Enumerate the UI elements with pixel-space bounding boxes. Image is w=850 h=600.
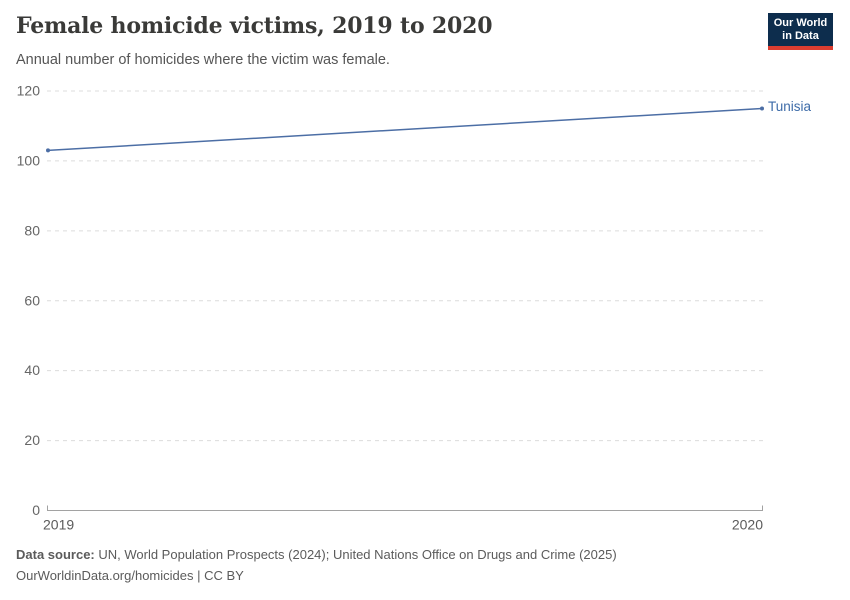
data-point-tunisia-2019[interactable] bbox=[46, 148, 50, 153]
chart-subtitle: Annual number of homicides where the vic… bbox=[16, 52, 390, 68]
owid-logo-line2: in Data bbox=[782, 29, 819, 42]
y-tick-label-80: 80 bbox=[24, 222, 40, 238]
data-source-label: Data source: bbox=[16, 547, 95, 562]
x-tick-label-2019: 2019 bbox=[43, 517, 74, 533]
data-point-tunisia-2020[interactable] bbox=[760, 106, 764, 111]
chart-title: Female homicide victims, 2019 to 2020 bbox=[16, 13, 493, 39]
y-tick-label-0: 0 bbox=[32, 502, 40, 518]
data-source-line: Data source: UN, World Population Prospe… bbox=[16, 547, 617, 562]
y-tick-label-120: 120 bbox=[17, 83, 41, 99]
license-line[interactable]: OurWorldinData.org/homicides | CC BY bbox=[16, 568, 244, 583]
x-tick-label-2020: 2020 bbox=[732, 517, 763, 533]
data-source-text: UN, World Population Prospects (2024); U… bbox=[94, 547, 617, 562]
owid-logo-line1: Our World bbox=[773, 16, 828, 29]
y-tick-label-60: 60 bbox=[24, 292, 40, 308]
y-tick-label-20: 20 bbox=[24, 432, 40, 448]
y-tick-label-40: 40 bbox=[24, 362, 40, 378]
y-tick-label-100: 100 bbox=[17, 152, 41, 168]
series-label-tunisia[interactable]: Tunisia bbox=[768, 99, 812, 115]
owid-logo[interactable]: Our World in Data bbox=[768, 13, 833, 50]
series-line-tunisia[interactable] bbox=[47, 107, 763, 152]
